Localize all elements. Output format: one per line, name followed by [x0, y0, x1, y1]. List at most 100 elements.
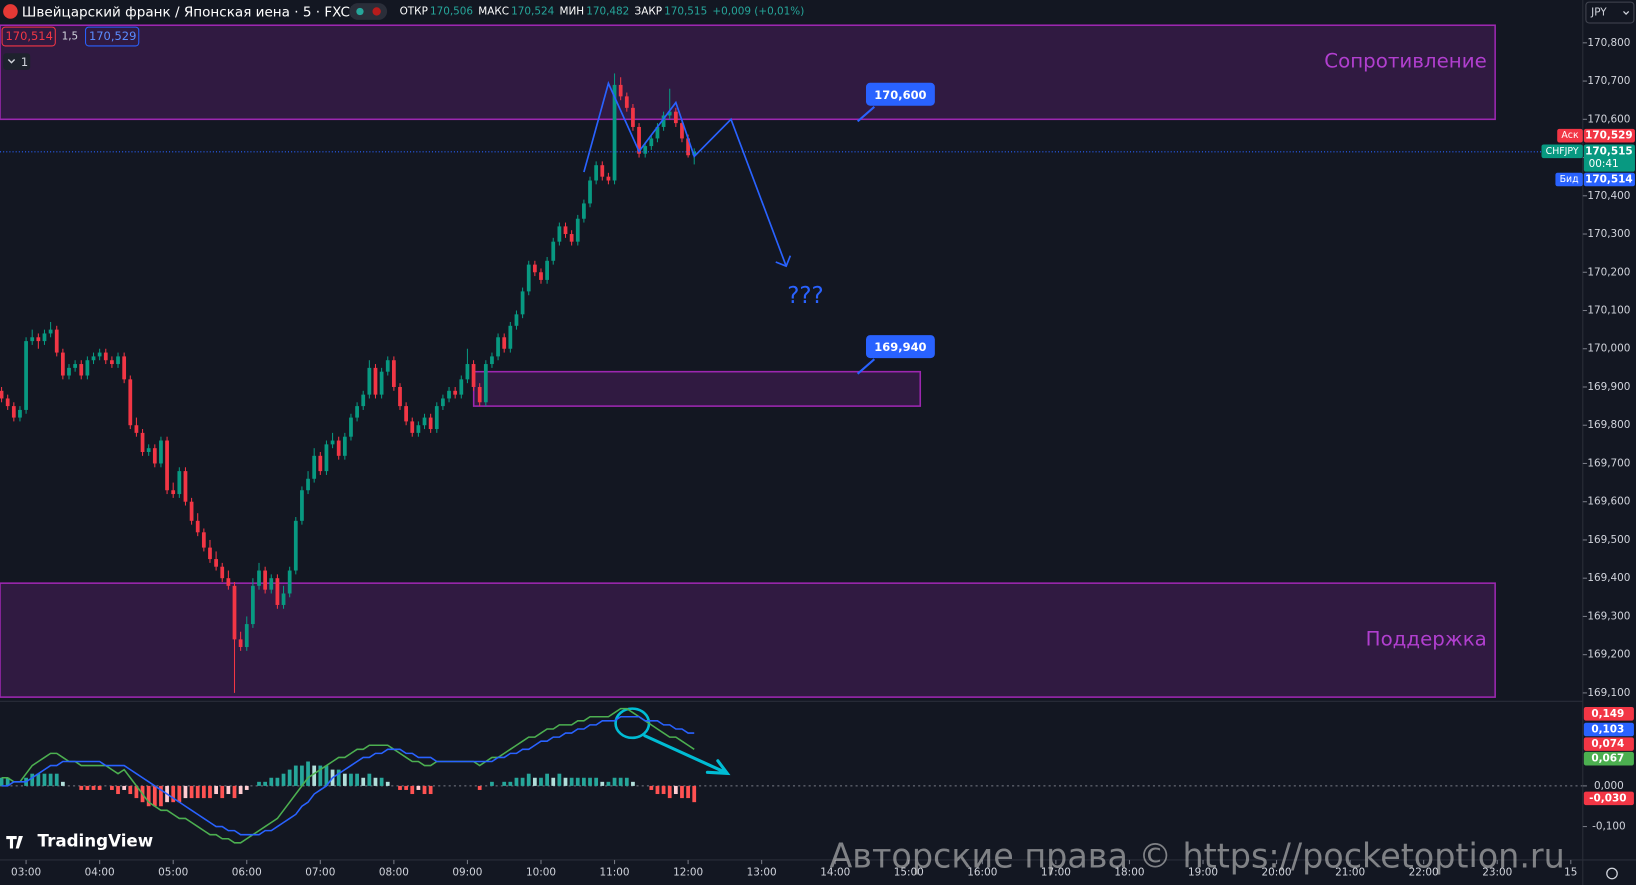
candle-body [287, 570, 292, 594]
histogram-bar [367, 773, 372, 786]
histogram-bar [667, 785, 672, 799]
candle-body [324, 444, 329, 472]
histogram-bar [220, 785, 225, 799]
ohlc-value: 170,515 [664, 5, 707, 17]
candle-body [281, 593, 286, 605]
histogram-bar [300, 765, 304, 786]
x-tick-label: 20:00 [1262, 866, 1292, 878]
candle-body [361, 394, 366, 407]
ohlc-name: МАКС [478, 5, 509, 17]
histogram-bar [134, 785, 139, 799]
macd-value-tag [1583, 751, 1634, 766]
candle-body [91, 356, 96, 361]
y-tick-label: 169,900 [1587, 381, 1630, 393]
histogram-bar [60, 781, 65, 786]
countdown: 00:41 [1589, 158, 1619, 170]
sell-button[interactable] [1, 26, 56, 47]
histogram-bar [575, 777, 580, 786]
histogram-bar [30, 773, 35, 786]
x-tick-label: 15 [1564, 866, 1577, 878]
candle-body [502, 337, 507, 349]
status-pill[interactable] [349, 3, 388, 20]
histogram-bar [146, 785, 151, 807]
histogram-bar [379, 777, 384, 786]
buy-button[interactable] [85, 26, 140, 47]
histogram-bar [232, 785, 237, 799]
brand-icon [6, 835, 23, 849]
x-tick-label: 14:00 [820, 866, 850, 878]
x-tick-label: 09:00 [452, 866, 482, 878]
ohlc-value: 170,482 [586, 5, 629, 17]
histogram-bar [422, 785, 427, 795]
macd-line [1, 707, 695, 844]
candle-body [557, 226, 562, 242]
candle-body [624, 96, 629, 108]
x-tick-label: 22:00 [1409, 866, 1439, 878]
x-tick-label: 16:00 [967, 866, 997, 878]
candle-body [379, 371, 384, 395]
time-axis: 03:00 04:00 05:00 06:00 07:00 08:00 09:00 10:00… [0, 859, 1636, 880]
histogram-bar [275, 777, 280, 786]
settings-button[interactable] [1606, 867, 1618, 880]
price-tag-name: CHFJPY [1546, 146, 1579, 157]
spread: 1,5 [62, 31, 79, 43]
candle-body [232, 585, 237, 640]
zone-label: Поддержка [1366, 628, 1487, 651]
candle-body [330, 440, 335, 445]
candle-body [0, 390, 4, 399]
x-tick-label: 07:00 [305, 866, 335, 878]
histogram-bar [355, 773, 359, 786]
price-tag-label: 170,514 [1585, 174, 1632, 186]
candle-body [526, 264, 531, 292]
x-tick-label: 10:00 [526, 866, 556, 878]
candle-body [263, 570, 268, 590]
candle-body [373, 367, 378, 395]
macd-value-tag [1583, 791, 1634, 806]
zone [0, 582, 1496, 698]
level-pointer [856, 106, 876, 123]
candle-body [24, 341, 28, 410]
candle-body [582, 203, 586, 219]
candle-body [563, 226, 568, 235]
histogram-bar [97, 785, 102, 790]
macd-arrow-annotation [643, 734, 731, 776]
candle-body [201, 532, 206, 548]
ohlc-value: 170,506 [430, 5, 473, 17]
x-tick-label: 13:00 [747, 866, 777, 878]
histogram-bar [526, 773, 531, 786]
histogram-bar [428, 785, 433, 795]
candle-body [545, 260, 549, 280]
candle-body [134, 425, 139, 433]
annotation: ??? [787, 283, 824, 309]
candle-body [159, 440, 163, 464]
histogram-bar [171, 785, 176, 803]
zones-layer: Сопротивление Поддержка [0, 24, 1496, 698]
candle-body [220, 566, 225, 579]
buy-price: 170,529 [89, 29, 136, 43]
candle-body [483, 364, 488, 403]
ohlc-name: МИН [559, 5, 584, 17]
candle-body [490, 356, 494, 365]
candle-body [336, 440, 341, 456]
candle-body [110, 360, 114, 365]
collapse-button[interactable] [3, 53, 31, 70]
histogram-bar [110, 785, 114, 790]
histogram-bar [195, 785, 200, 799]
level-callout [865, 82, 935, 106]
histogram-bar [477, 785, 482, 790]
currency-button[interactable] [1585, 1, 1635, 24]
histogram-bar [257, 781, 261, 786]
candle-body [631, 107, 635, 127]
histogram-bar [226, 785, 231, 795]
histogram-bar [238, 785, 243, 795]
price-tag [1583, 172, 1635, 187]
y-tick-label: 170,600 [1587, 113, 1630, 125]
histogram-bar [680, 785, 684, 799]
collapse-count: 1 [21, 55, 28, 69]
histogram-bar [624, 777, 629, 786]
candle-body [422, 417, 427, 426]
candle-body [600, 165, 605, 177]
zone-label: Сопротивление [1324, 49, 1487, 72]
projection-line [583, 80, 787, 267]
macd-tick-label: 0,000 [1594, 780, 1624, 792]
